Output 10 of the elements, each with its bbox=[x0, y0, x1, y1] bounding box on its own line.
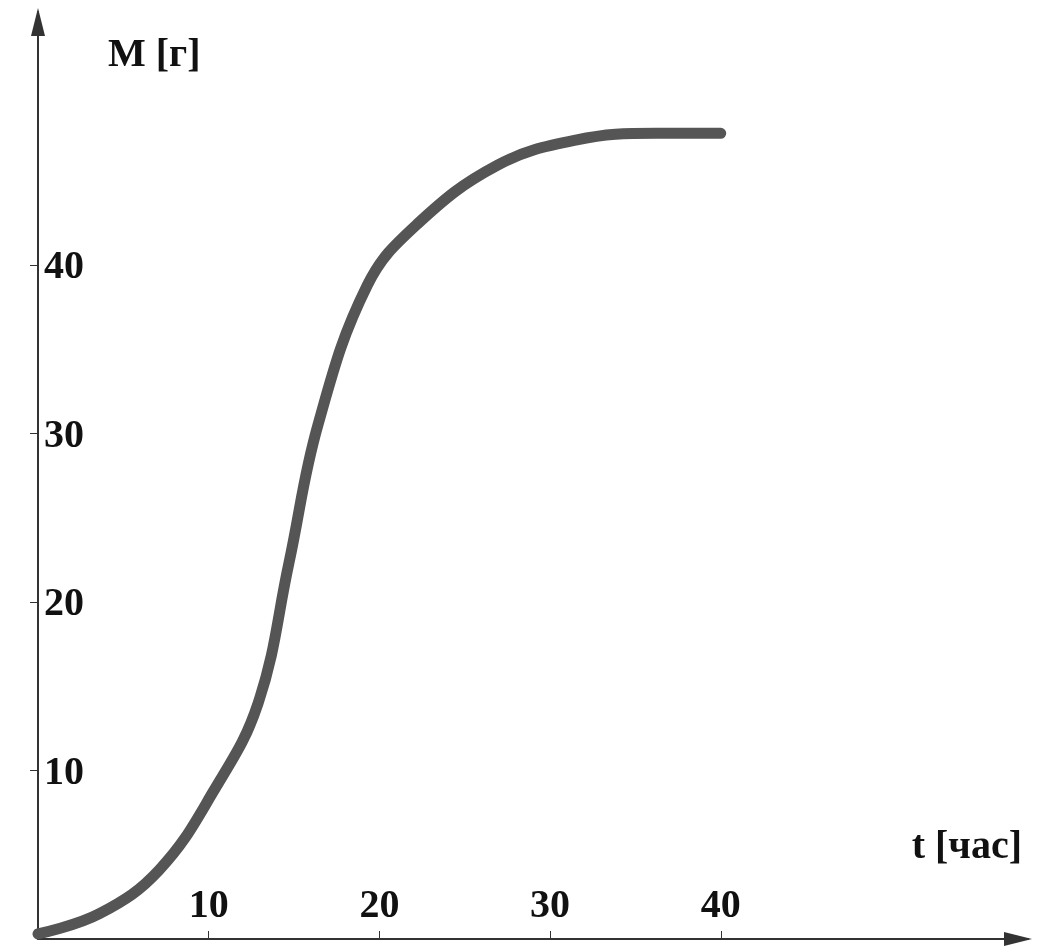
y-tick-label: 10 bbox=[44, 747, 84, 793]
y-axis-title: M [г] bbox=[108, 29, 201, 75]
y-tick-label: 20 bbox=[44, 579, 84, 625]
x-tick-label: 20 bbox=[359, 880, 400, 926]
x-tick-label: 40 bbox=[700, 880, 741, 926]
x-tick-label: 30 bbox=[530, 880, 571, 926]
x-tick-label: 10 bbox=[188, 880, 229, 926]
y-tick-label: 30 bbox=[44, 410, 84, 456]
x-axis-title: t [час] bbox=[911, 821, 1022, 867]
y-tick-label: 40 bbox=[44, 242, 84, 288]
